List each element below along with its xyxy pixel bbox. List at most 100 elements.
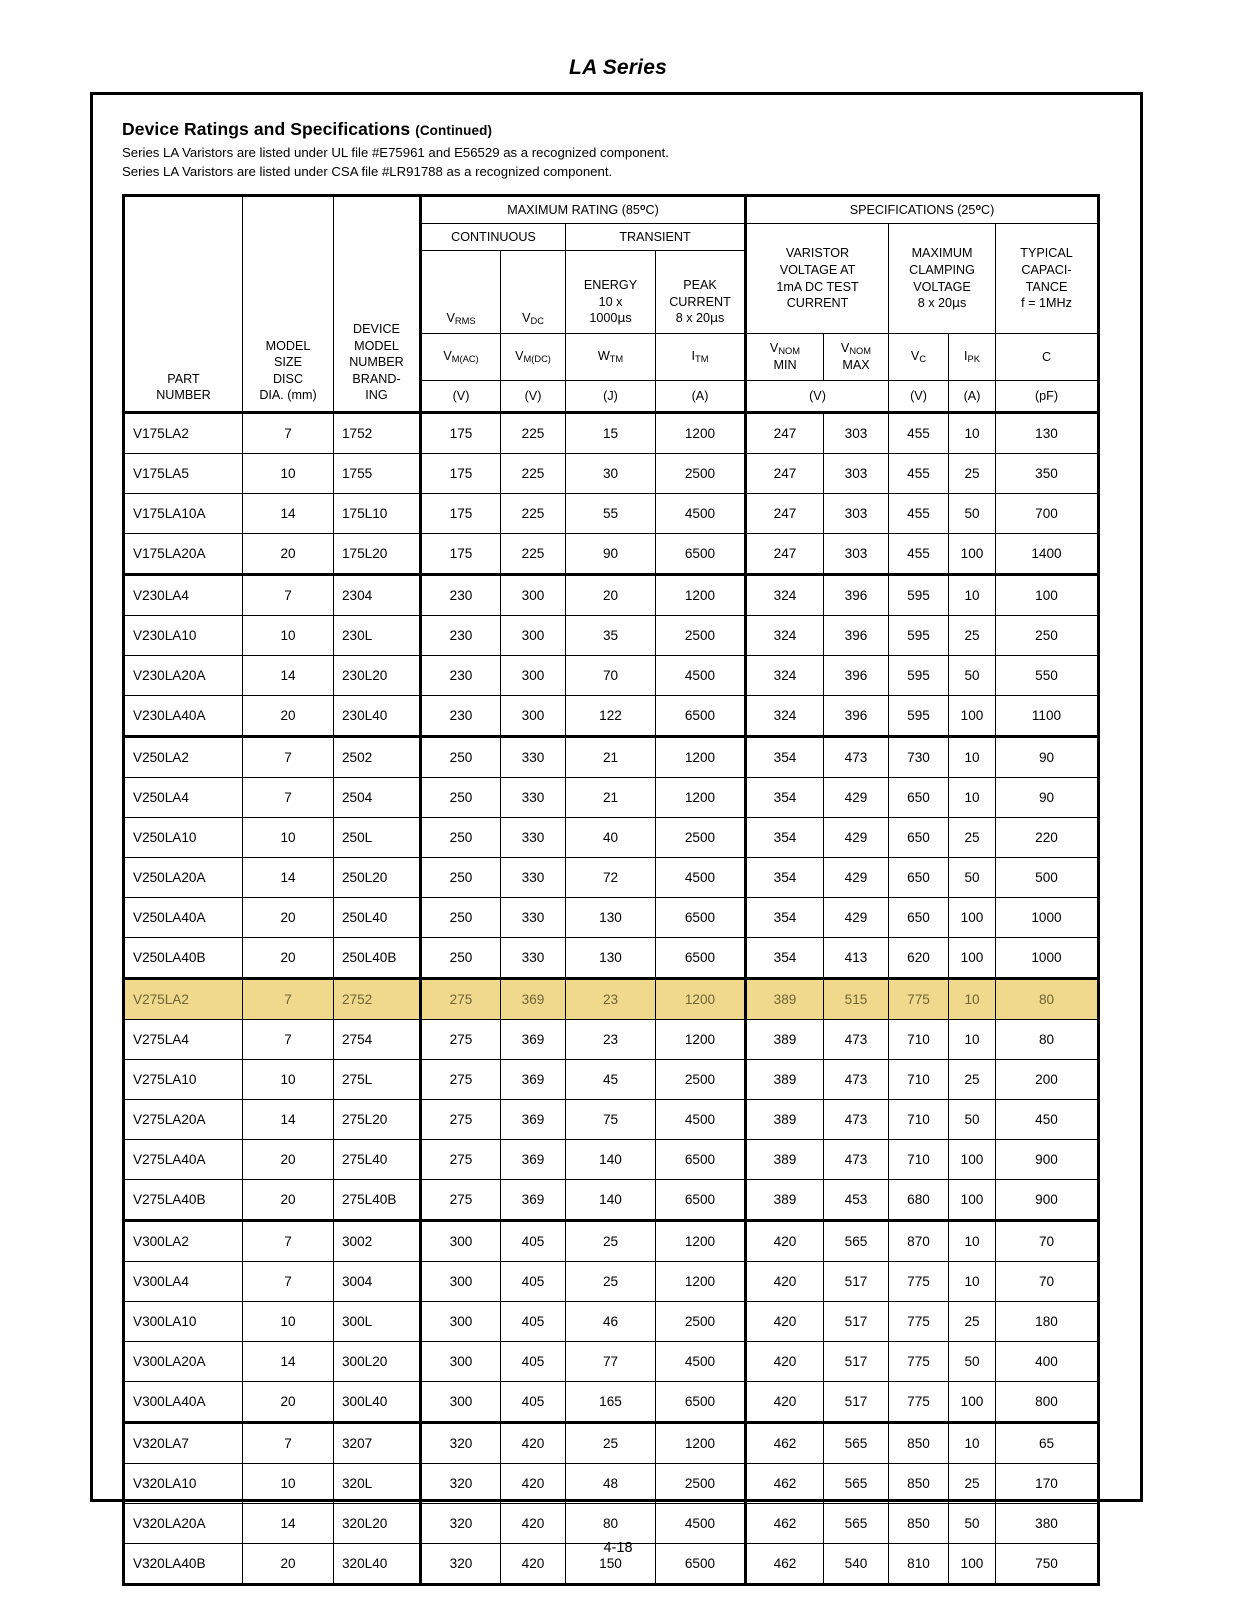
cell-part-number: V230LA20A	[122, 655, 243, 696]
cell-part-number: V275LA20A	[122, 1099, 243, 1140]
cell-part-number: V230LA10	[122, 615, 243, 656]
part-number-line2: NUMBER	[156, 388, 211, 403]
table-row[interactable]: V300LA4 7 3004 300 405 25 1200 420 517 775 10 70	[122, 1261, 1100, 1302]
table-row[interactable]: V175LA5 10 1755 175 225 30 2500 247 303 455 25 350	[122, 453, 1100, 494]
table-row[interactable]: V275LA4 7 2754 275 369 23 1200 389 473 710 10 80	[122, 1019, 1100, 1060]
cell-vnom-max: 473	[823, 1059, 889, 1100]
cell-vc: 455	[888, 493, 949, 534]
cell-capacitance: 900	[995, 1179, 1100, 1221]
table-row[interactable]: V230LA4 7 2304 230 300 20 1200 324 396 595 10 100	[122, 573, 1100, 616]
cell-vmac: 275	[420, 1059, 501, 1100]
table-row[interactable]: V300LA2 7 3002 300 405 25 1200 420 565 870 10 70	[122, 1219, 1100, 1262]
cell-vmac: 320	[420, 1503, 501, 1544]
cell-ipk: 100	[948, 695, 996, 737]
cell-itm: 6500	[655, 1139, 747, 1180]
cell-vc: 455	[888, 411, 949, 454]
table-row[interactable]: V250LA40B 20 250L40B 250 330 130 6500 354 413 620…	[122, 937, 1100, 979]
cell-model-size: 20	[242, 695, 334, 737]
cell-capacitance: 750	[995, 1543, 1100, 1586]
cell-wtm: 15	[565, 411, 656, 454]
cell-ipk: 10	[948, 1261, 996, 1302]
unit-c: (pF)	[995, 380, 1100, 413]
cell-capacitance: 80	[995, 977, 1100, 1020]
cell-wtm: 122	[565, 695, 656, 737]
cell-vmdc: 420	[500, 1421, 566, 1464]
table-row[interactable]: V175LA20A 20 175L20 175 225 90 6500 247 303 455 10…	[122, 533, 1100, 575]
table-row[interactable]: V275LA2 7 2752 275 369 23 1200 389 515 775 10 80	[122, 977, 1100, 1020]
col-header-vmdc: VM(DC)	[500, 333, 566, 381]
cell-itm: 2500	[655, 817, 747, 858]
table-row[interactable]: V230LA10 10 230L 230 300 35 2500 324 396 595 25 250	[122, 615, 1100, 656]
cell-ipk: 25	[948, 453, 996, 494]
table-row[interactable]: V300LA10 10 300L 300 405 46 2500 420 517 775 25 180	[122, 1301, 1100, 1342]
cell-vmdc: 330	[500, 897, 566, 938]
cell-wtm: 90	[565, 533, 656, 575]
table-row[interactable]: V320LA40B 20 320L40 320 420 150 6500 462 540 810 1…	[122, 1543, 1100, 1586]
table-row[interactable]: V175LA10A 14 175L10 175 225 55 4500 247 303 455 50…	[122, 493, 1100, 534]
cell-vnom-min: 462	[745, 1421, 824, 1464]
table-row[interactable]: V230LA20A 14 230L20 230 300 70 4500 324 396 595 50…	[122, 655, 1100, 696]
clamping-line3: VOLTAGE	[913, 279, 971, 294]
cell-vnom-max: 413	[823, 937, 889, 979]
capacitance-line1: TYPICAL	[1020, 246, 1073, 261]
cell-ipk: 50	[948, 1503, 996, 1544]
subgroup-header-maximum-clamping-voltage: MAXIMUM CLAMPING VOLTAGE 8 x 20µs	[888, 223, 996, 334]
table-row[interactable]: V300LA20A 14 300L20 300 405 77 4500 420 517 775 50…	[122, 1341, 1100, 1382]
cell-vmdc: 330	[500, 735, 566, 778]
cell-vmdc: 369	[500, 1099, 566, 1140]
cell-capacitance: 65	[995, 1421, 1100, 1464]
cell-vc: 775	[888, 977, 949, 1020]
cell-vnom-min: 462	[745, 1503, 824, 1544]
cell-vnom-max: 396	[823, 615, 889, 656]
cell-vmdc: 420	[500, 1543, 566, 1586]
cell-vnom-min: 354	[745, 897, 824, 938]
cell-device-branding: 275L	[333, 1059, 422, 1100]
cell-vmdc: 420	[500, 1463, 566, 1504]
table-row[interactable]: V275LA40B 20 275L40B 275 369 140 6500 389 453 680…	[122, 1179, 1100, 1221]
specifications-label: SPECIFICATIONS (25	[849, 202, 976, 217]
cell-vmac: 230	[420, 615, 501, 656]
table-row[interactable]: V250LA20A 14 250L20 250 330 72 4500 354 429 650 50…	[122, 857, 1100, 898]
cell-device-branding: 3207	[333, 1421, 422, 1464]
cell-vnom-min: 389	[745, 1059, 824, 1100]
table-row[interactable]: V175LA2 7 1752 175 225 15 1200 247 303 455 10 130	[122, 411, 1100, 454]
table-row[interactable]: V250LA10 10 250L 250 330 40 2500 354 429 650 25 220	[122, 817, 1100, 858]
table-row[interactable]: V250LA4 7 2504 250 330 21 1200 354 429 650 10 90	[122, 777, 1100, 818]
cell-vmdc: 330	[500, 777, 566, 818]
table-row[interactable]: V275LA20A 14 275L20 275 369 75 4500 389 473 710 50…	[122, 1099, 1100, 1140]
cell-device-branding: 230L40	[333, 695, 422, 737]
table-row[interactable]: V250LA2 7 2502 250 330 21 1200 354 473 730 10 90	[122, 735, 1100, 778]
cell-vnom-max: 517	[823, 1381, 889, 1423]
cell-part-number: V250LA4	[122, 777, 243, 818]
cell-vmac: 230	[420, 695, 501, 737]
cell-vnom-min: 420	[745, 1381, 824, 1423]
cell-vmac: 250	[420, 735, 501, 778]
cell-part-number: V320LA20A	[122, 1503, 243, 1544]
cell-part-number: V300LA4	[122, 1261, 243, 1302]
clamping-line1: MAXIMUM	[911, 246, 973, 261]
table-row[interactable]: V230LA40A 20 230L40 230 300 122 6500 324 396 595 1…	[122, 695, 1100, 737]
table-row[interactable]: V300LA40A 20 300L40 300 405 165 6500 420 517 775 1…	[122, 1381, 1100, 1423]
model-size-line3: DISC	[272, 371, 304, 386]
table-row[interactable]: V250LA40A 20 250L40 250 330 130 6500 354 429 650 1…	[122, 897, 1100, 938]
cell-device-branding: 1752	[333, 411, 422, 454]
table-row[interactable]: V275LA40A 20 275L40 275 369 140 6500 389 473 710 1…	[122, 1139, 1100, 1180]
maximum-rating-suffix: C)	[645, 202, 659, 217]
cell-vmdc: 225	[500, 411, 566, 454]
cell-part-number: V275LA10	[122, 1059, 243, 1100]
cell-itm: 2500	[655, 453, 747, 494]
table-row[interactable]: V320LA7 7 3207 320 420 25 1200 462 565 850 10 65	[122, 1421, 1100, 1464]
cell-part-number: V320LA40B	[122, 1543, 243, 1586]
cell-ipk: 10	[948, 411, 996, 454]
cell-vnom-max: 396	[823, 695, 889, 737]
cell-device-branding: 230L	[333, 615, 422, 656]
cell-itm: 2500	[655, 615, 747, 656]
cell-wtm: 46	[565, 1301, 656, 1342]
cell-capacitance: 200	[995, 1059, 1100, 1100]
cell-itm: 6500	[655, 695, 747, 737]
table-row[interactable]: V275LA10 10 275L 275 369 45 2500 389 473 710 25 200	[122, 1059, 1100, 1100]
table-row[interactable]: V320LA10 10 320L 320 420 48 2500 462 565 850 25 170	[122, 1463, 1100, 1504]
cell-vnom-min: 389	[745, 1179, 824, 1221]
table-row[interactable]: V320LA20A 14 320L20 320 420 80 4500 462 565 850 50…	[122, 1503, 1100, 1544]
cell-itm: 6500	[655, 1179, 747, 1221]
